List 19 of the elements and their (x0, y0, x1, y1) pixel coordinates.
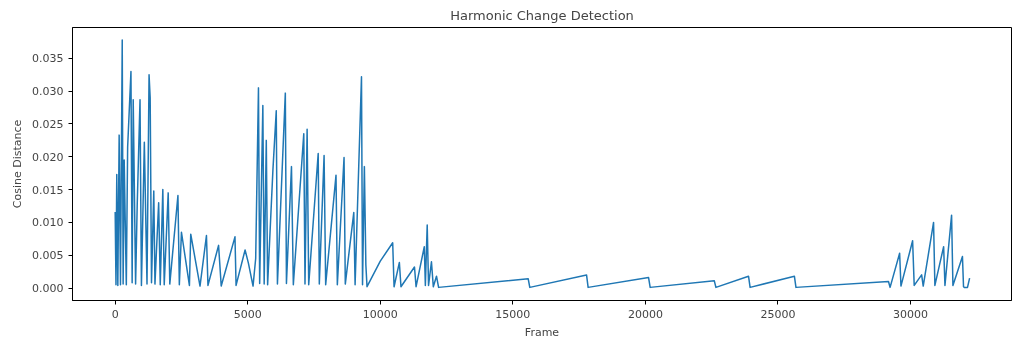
y-tick-label: 0.000 (32, 282, 64, 296)
x-tick-label: 20000 (627, 307, 663, 321)
y-tick-label: 0.005 (32, 249, 64, 263)
y-tick-label: 0.020 (32, 150, 64, 164)
x-tick-label: 15000 (495, 307, 531, 321)
y-axis-title: Cosine Distance (11, 119, 25, 209)
y-tick-label: 0.025 (32, 117, 64, 131)
x-tick-label: 25000 (760, 307, 796, 321)
x-tick-label: 30000 (893, 307, 928, 321)
y-tick-label: 0.030 (32, 85, 64, 99)
y-tick-label: 0.035 (32, 52, 64, 66)
x-tick-label: 0 (111, 307, 119, 321)
x-tick-label: 10000 (362, 307, 398, 321)
x-axis-title: Frame (524, 325, 560, 339)
line-series (114, 39, 971, 289)
y-tick-label: 0.010 (32, 216, 64, 230)
x-tick-label: 5000 (233, 307, 262, 321)
y-tick-label: 0.015 (32, 183, 64, 197)
chart-title: Harmonic Change Detection (450, 7, 634, 23)
